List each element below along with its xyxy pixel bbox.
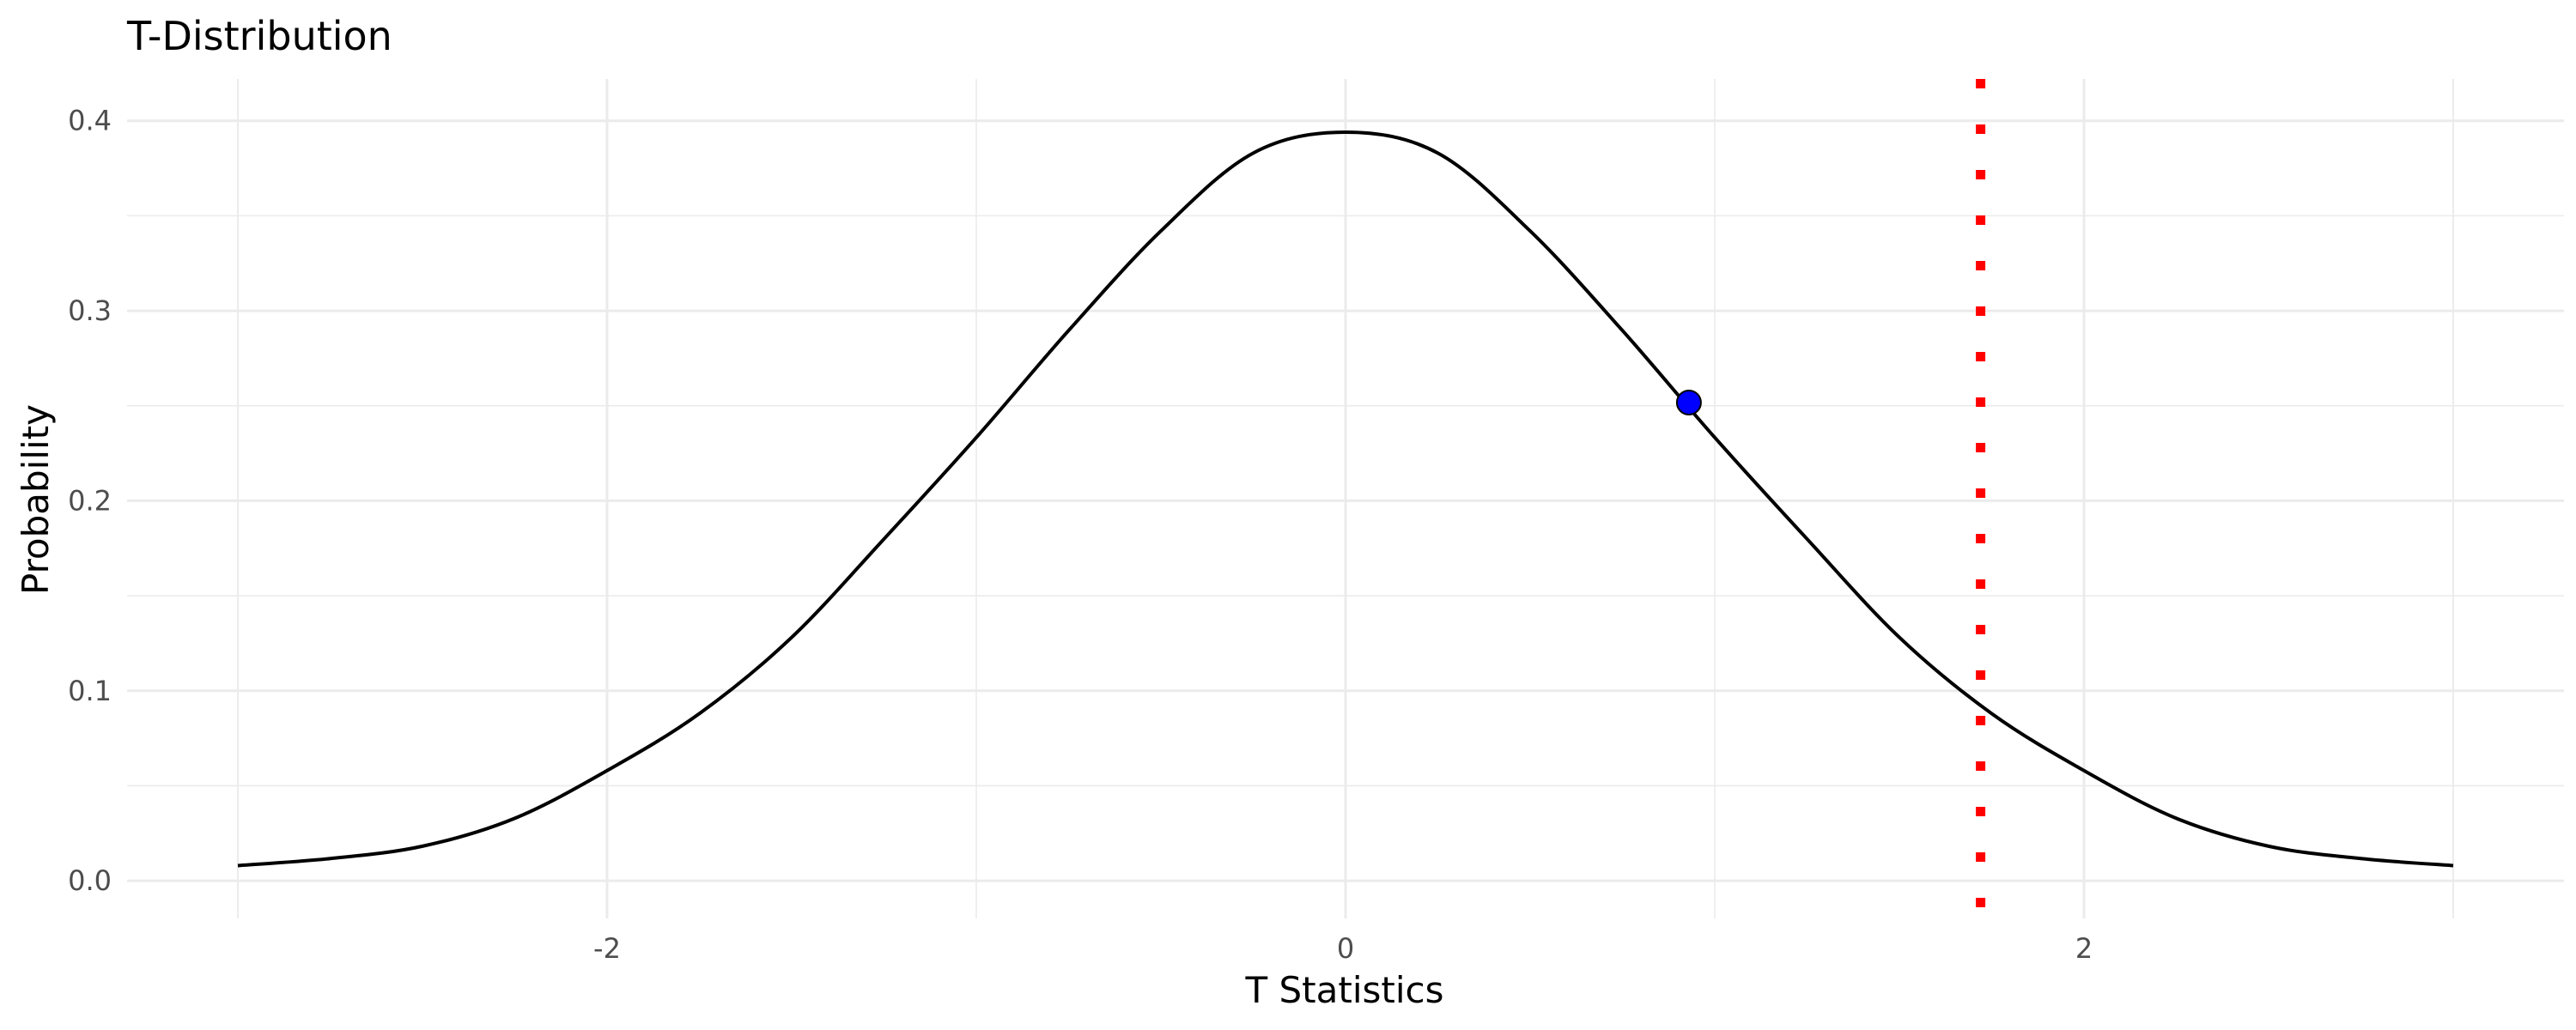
y-tick-label: 0.3 — [68, 294, 112, 327]
observed-t-point — [1675, 389, 1702, 415]
y-axis-title: Probability — [15, 404, 57, 595]
density-curve — [237, 130, 2454, 868]
y-tick-label: 0.2 — [68, 484, 112, 517]
chart-title: T-Distribution — [126, 13, 392, 59]
y-tick-label: 0.0 — [68, 864, 112, 897]
y-tick-label: 0.4 — [68, 105, 112, 137]
y-axis-ticks: 0.0 0.1 0.2 0.3 0.4 — [68, 105, 112, 897]
y-tick-label: 0.1 — [68, 675, 112, 707]
x-tick-label: 2 — [2075, 932, 2093, 965]
x-tick-label: 0 — [1337, 932, 1354, 965]
x-axis-title: T Statistics — [1245, 969, 1444, 1011]
x-axis-ticks: -2 0 2 — [593, 932, 2093, 965]
x-tick-label: -2 — [593, 932, 621, 965]
plot-grid — [127, 79, 2564, 918]
